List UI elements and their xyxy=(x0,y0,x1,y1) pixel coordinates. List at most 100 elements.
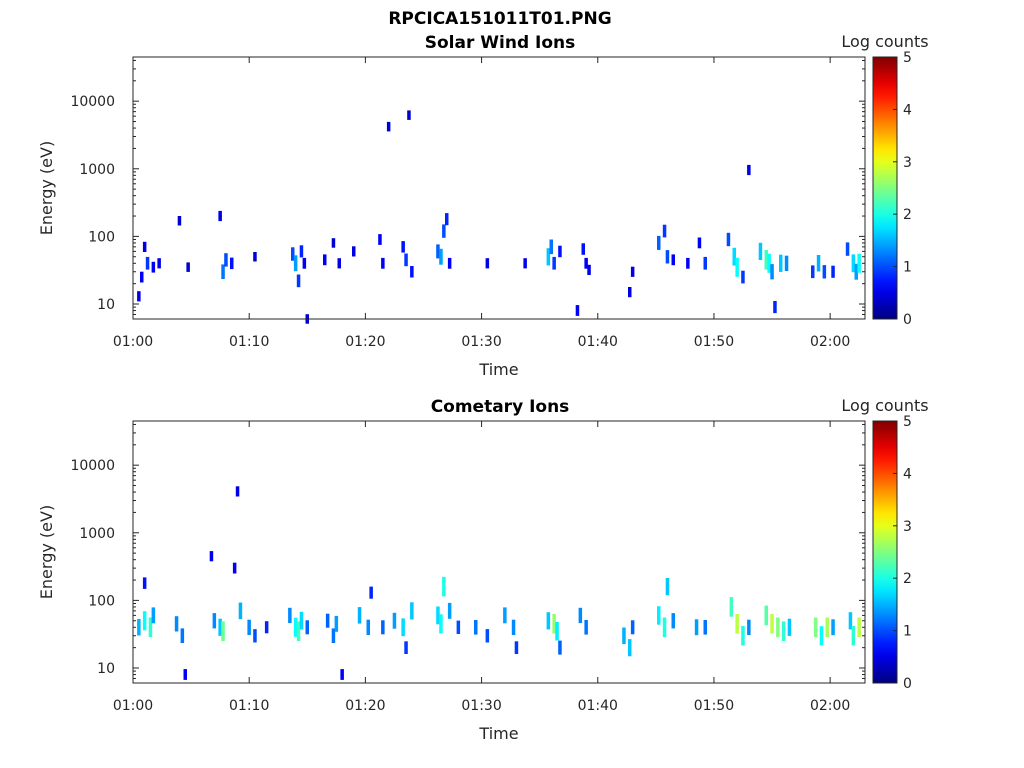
heatmap-cell xyxy=(142,577,147,589)
x-tick-label: 01:20 xyxy=(345,334,385,350)
heatmap-cell xyxy=(485,629,490,643)
heatmap-cell xyxy=(848,612,853,630)
heatmap-cell xyxy=(819,626,824,646)
colorbar-tick-label: 1 xyxy=(903,624,912,640)
colorbar-gradient xyxy=(872,56,898,320)
heatmap-cell xyxy=(407,110,411,120)
heatmap-cell xyxy=(581,243,585,255)
solar-wind-y-ticks: 10 100 1000 10000 xyxy=(70,59,865,320)
heatmap-cell xyxy=(552,256,556,270)
cometary-cells xyxy=(137,486,861,680)
solar-wind-colorbar-label: Log counts xyxy=(841,32,928,51)
heatmap-cell xyxy=(767,253,771,273)
heatmap-cell xyxy=(584,620,588,635)
heatmap-cell xyxy=(218,618,222,636)
heatmap-cell xyxy=(628,287,632,298)
heatmap-cell xyxy=(671,613,675,629)
x-tick-label: 01:20 xyxy=(345,698,385,714)
heatmap-cell xyxy=(773,301,777,314)
heatmap-cell xyxy=(410,266,414,278)
heatmap-cell xyxy=(247,619,251,635)
heatmap-cell xyxy=(137,291,141,302)
heatmap-cell xyxy=(758,242,763,260)
heatmap-cell xyxy=(662,617,667,638)
heatmap-cell xyxy=(447,602,452,619)
solar-wind-x-label: Time xyxy=(478,360,518,379)
heatmap-cell xyxy=(218,210,222,222)
heatmap-cell xyxy=(514,641,519,654)
y-tick-label: 100 xyxy=(88,229,115,245)
heatmap-cell xyxy=(357,607,362,624)
cometary-colorbar-label: Log counts xyxy=(841,396,928,415)
heatmap-cell xyxy=(296,621,301,641)
heatmap-cell xyxy=(776,617,780,638)
y-tick-label: 10 xyxy=(97,661,115,677)
cometary-title: Cometary Ions xyxy=(431,397,570,417)
heatmap-cell xyxy=(142,611,147,631)
heatmap-cell xyxy=(503,607,507,624)
solar-wind-panel: Solar Wind Ions 01:00 01:10 01:20 01:30 01:4… xyxy=(37,32,929,379)
heatmap-cell xyxy=(511,619,516,635)
heatmap-cell xyxy=(575,305,580,316)
heatmap-cell xyxy=(305,620,309,635)
heatmap-cell xyxy=(299,611,304,630)
heatmap-cell xyxy=(442,576,446,597)
heatmap-cell xyxy=(485,258,490,269)
heatmap-cell xyxy=(253,252,257,262)
colorbar-tick-label: 2 xyxy=(903,571,912,587)
heatmap-cell xyxy=(235,486,240,497)
heatmap-cell xyxy=(726,232,731,247)
heatmap-cell xyxy=(671,254,675,266)
heatmap-cell xyxy=(288,607,292,624)
heatmap-cell xyxy=(558,640,562,655)
heatmap-cell xyxy=(148,617,153,638)
solar-wind-cells xyxy=(137,110,861,324)
heatmap-cell xyxy=(224,253,228,267)
heatmap-cell xyxy=(703,256,707,270)
heatmap-cell xyxy=(703,620,707,635)
heatmap-cell xyxy=(584,257,588,269)
heatmap-cell xyxy=(735,614,739,634)
colorbar-tick-label: 5 xyxy=(903,50,912,66)
heatmap-cell xyxy=(857,253,861,273)
heatmap-cell xyxy=(822,265,827,279)
heatmap-cell xyxy=(293,255,298,272)
heatmap-cell xyxy=(764,605,768,626)
solar-wind-plot-area xyxy=(133,57,865,319)
heatmap-cell xyxy=(779,254,783,272)
heatmap-cell xyxy=(352,246,356,257)
x-tick-label: 01:10 xyxy=(229,334,269,350)
heatmap-cell xyxy=(781,621,786,641)
heatmap-cell xyxy=(323,254,327,266)
solar-wind-title: Solar Wind Ions xyxy=(425,33,576,53)
heatmap-cell xyxy=(436,606,440,625)
heatmap-cell xyxy=(232,562,237,574)
x-tick-label: 01:00 xyxy=(113,334,153,350)
heatmap-cell xyxy=(212,613,217,629)
heatmap-cell xyxy=(291,247,295,261)
heatmap-cell xyxy=(578,607,583,624)
y-tick-label: 10000 xyxy=(70,458,115,474)
heatmap-cell xyxy=(741,625,745,646)
colorbar-tick-label: 3 xyxy=(903,519,912,535)
heatmap-cell xyxy=(735,257,739,277)
heatmap-cell xyxy=(177,216,182,226)
heatmap-cell xyxy=(523,258,527,269)
heatmap-cell xyxy=(334,615,339,632)
heatmap-cell xyxy=(340,669,344,680)
heatmap-cell xyxy=(622,627,626,644)
heatmap-cell xyxy=(230,257,234,270)
heatmap-cell xyxy=(813,617,818,638)
heatmap-cell xyxy=(447,257,452,269)
heatmap-cell xyxy=(845,242,850,256)
cometary-y-ticks: 10 100 1000 10000 xyxy=(70,423,865,684)
heatmap-cell xyxy=(366,619,370,635)
heatmap-cell xyxy=(857,617,861,638)
heatmap-cell xyxy=(628,639,632,657)
heatmap-cell xyxy=(296,274,301,288)
y-tick-label: 1000 xyxy=(79,526,115,542)
heatmap-cell xyxy=(825,617,829,638)
heatmap-cell xyxy=(445,213,449,226)
x-tick-label: 01:30 xyxy=(461,698,501,714)
